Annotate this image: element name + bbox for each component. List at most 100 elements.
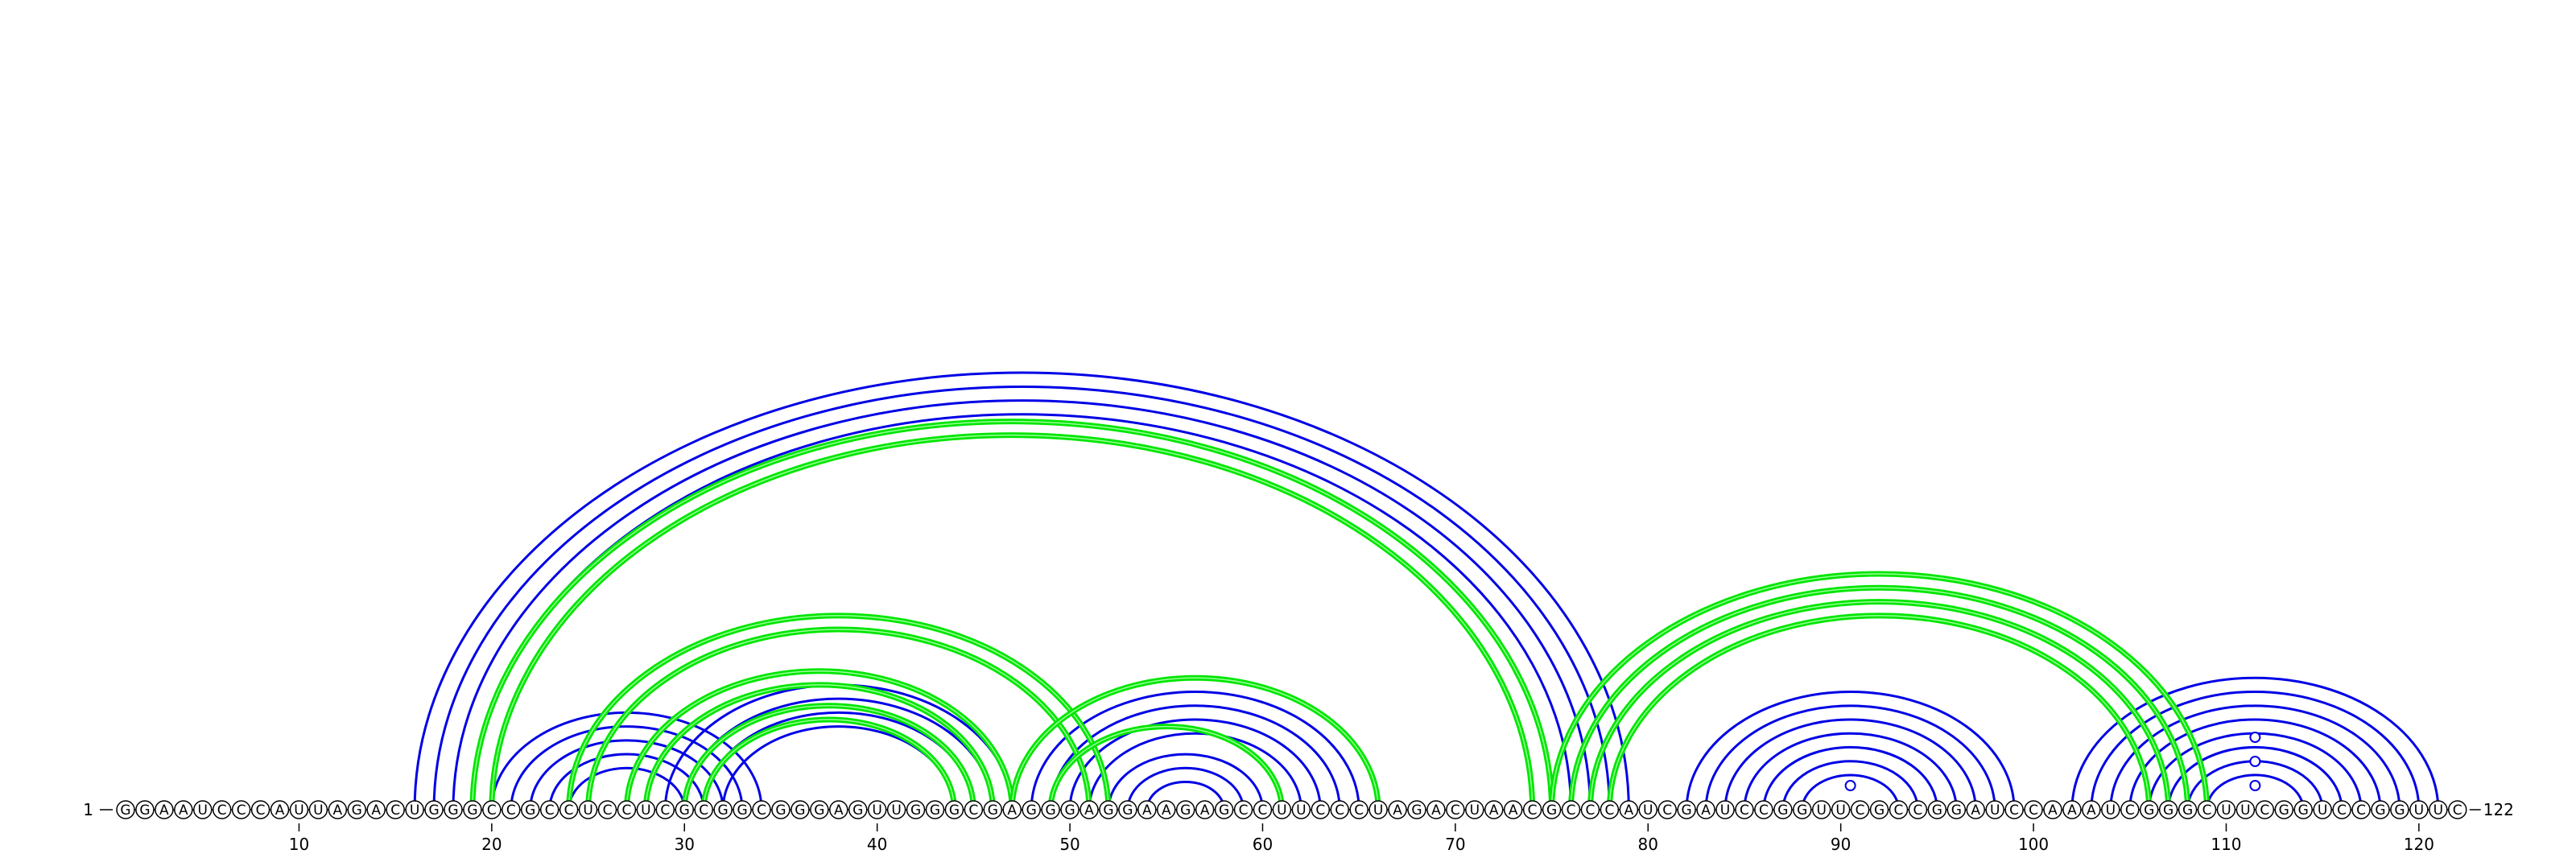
nucleotide-letter: G xyxy=(737,802,747,819)
nucleotide: U xyxy=(308,800,328,819)
nucleotide-circle xyxy=(539,800,559,819)
nucleotide-letter: G xyxy=(1064,802,1075,819)
tick-label: 40 xyxy=(867,835,887,854)
nucleotide-circle xyxy=(2371,800,2390,819)
nucleotide-circle xyxy=(2120,800,2140,819)
nucleotide-circle xyxy=(1233,800,1253,819)
nucleotide-letter: G xyxy=(139,802,150,819)
end-position-label: 122 xyxy=(2483,800,2514,819)
nucleotide: G xyxy=(771,800,791,819)
nucleotide-circle xyxy=(1330,800,1349,819)
nucleotide: U xyxy=(2235,800,2256,819)
nucleotide-letter: G xyxy=(1219,802,1229,819)
nucleotide-letter: G xyxy=(2163,802,2174,819)
nucleotide: C xyxy=(559,800,579,819)
nucleotide-letter: C xyxy=(660,802,670,819)
nucleotide-circle xyxy=(482,800,502,819)
nucleotide-letter: G xyxy=(120,802,130,819)
nucleotide: G xyxy=(1869,800,1889,819)
nucleotide-letter: U xyxy=(2240,802,2250,819)
nucleotide-circle xyxy=(1985,800,2004,819)
green-arc-core-31-44 xyxy=(703,719,956,811)
nucleotide-letter: G xyxy=(448,802,458,819)
nucleotide: G xyxy=(1118,800,1137,819)
nucleotide: C xyxy=(2351,800,2371,819)
nucleotide-circle xyxy=(1446,800,1465,819)
nucleotide-letter: A xyxy=(1971,802,1980,819)
nucleotide: C xyxy=(2332,800,2351,819)
nucleotide-letter: G xyxy=(2182,802,2193,819)
nucleotide: C xyxy=(2447,800,2467,819)
blue-arc-18-77 xyxy=(452,399,1591,811)
nucleotide-circle xyxy=(559,800,579,819)
blue-arc-16-79 xyxy=(413,371,1630,811)
nucleotide-letter: C xyxy=(1856,802,1865,819)
nucleotide-letter: A xyxy=(2067,802,2077,819)
nucleotide: A xyxy=(155,800,174,819)
nucleotide: C xyxy=(1889,800,1909,819)
nucleotide: C xyxy=(250,800,270,819)
nucleotide-letter: G xyxy=(1026,802,1037,819)
nucleotide-circle xyxy=(366,800,386,819)
nucleotide-letter: A xyxy=(1142,802,1152,819)
tick-label: 60 xyxy=(1253,835,1273,854)
nucleotide-circle xyxy=(308,800,328,819)
nucleotide: U xyxy=(578,800,598,819)
nucleotide-circle xyxy=(578,800,598,819)
tick-label: 100 xyxy=(2018,835,2049,854)
nucleotide-circle xyxy=(270,800,290,819)
nucleotide-circle xyxy=(2178,800,2198,819)
nucleotide: C xyxy=(2120,800,2140,819)
nucleotide: A xyxy=(1503,800,1523,819)
nucleotide-circle xyxy=(2409,800,2429,819)
nucleotide-letter: G xyxy=(2279,802,2289,819)
nucleotide: G xyxy=(1946,800,1967,819)
nucleotide-letter: G xyxy=(718,802,729,819)
nucleotide: A xyxy=(1195,800,1215,819)
nucleotide-letter: C xyxy=(2260,802,2269,819)
green-arc-core-27-47 xyxy=(625,670,1013,811)
tick-label: 20 xyxy=(481,835,502,854)
nucleotide: C xyxy=(1253,800,1273,819)
nucleotide-circle xyxy=(1291,800,1311,819)
nucleotide: C xyxy=(1446,800,1465,819)
nucleotide-letter: C xyxy=(1451,802,1460,819)
nucleotide-letter: C xyxy=(2125,802,2135,819)
nucleotide-circle xyxy=(2158,800,2178,819)
nucleotide-letter: C xyxy=(1913,802,1922,819)
green-arc-core-49-61 xyxy=(1050,725,1283,811)
nucleotide: G xyxy=(1407,800,1426,819)
nucleotide-circle xyxy=(1060,800,1080,819)
nucleotide-letter: C xyxy=(487,802,497,819)
nucleotide-letter: U xyxy=(2414,802,2424,819)
nucleotide-letter: G xyxy=(1546,802,1557,819)
nucleotide: C xyxy=(386,800,405,819)
nucleotide: C xyxy=(2004,800,2024,819)
nucleotide-circle xyxy=(502,800,521,819)
nucleotide-letter: U xyxy=(1990,802,2000,819)
nucleotide: G xyxy=(1214,800,1234,819)
nucleotide-letter: A xyxy=(834,802,844,819)
nucleotide-circle xyxy=(1253,800,1273,819)
nucleotide-letter: A xyxy=(371,802,381,819)
tick-label: 110 xyxy=(2211,835,2241,854)
nucleotide: G xyxy=(944,800,964,819)
nucleotide: A xyxy=(2043,800,2062,819)
tick-label: 10 xyxy=(289,835,309,854)
nucleotide-letter: U xyxy=(1296,802,1306,819)
nucleotide-letter: G xyxy=(1682,802,1692,819)
nucleotide-circle xyxy=(1388,800,1407,819)
nucleotide-circle xyxy=(1195,800,1215,819)
nucleotide-letter: A xyxy=(1624,802,1633,819)
nucleotide: A xyxy=(1426,800,1446,819)
nucleotide-circle xyxy=(2293,800,2313,819)
nucleotide-circle xyxy=(1175,800,1195,819)
nucleotide: C xyxy=(1850,800,1870,819)
nucleotide: C xyxy=(597,800,617,819)
nucleotide: G xyxy=(347,800,367,819)
nucleotide: A xyxy=(1484,800,1504,819)
nucleotide-circle xyxy=(1946,800,1967,819)
green-arc-47-66 xyxy=(1009,674,1381,811)
green-arc-core-76-108 xyxy=(1570,587,2189,811)
nucleotide: U xyxy=(1985,800,2004,819)
